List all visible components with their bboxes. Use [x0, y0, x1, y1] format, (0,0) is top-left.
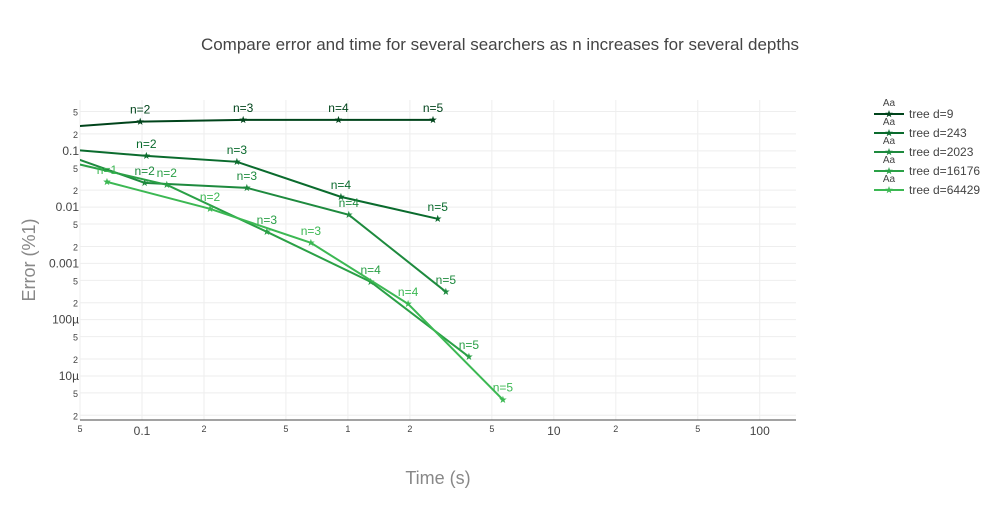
x-tick-label: 2 — [407, 424, 412, 434]
point-label: n=4 — [331, 178, 352, 192]
legend-label: tree d=9 — [909, 107, 954, 121]
legend-glyph: Aa — [883, 136, 896, 147]
legend-marker — [885, 129, 893, 137]
x-tick-label: 10 — [547, 424, 561, 438]
point-label: n=4 — [328, 101, 349, 115]
x-tick-label: 0.1 — [134, 424, 151, 438]
legend-label: tree d=16176 — [909, 164, 980, 178]
y-tick-label: 0.01 — [56, 200, 80, 214]
point-marker — [307, 238, 315, 247]
point-marker — [337, 192, 345, 201]
point-marker — [239, 115, 247, 124]
point-label: n=3 — [301, 224, 322, 238]
point-marker — [465, 352, 473, 361]
x-tick-label: 5 — [489, 424, 494, 434]
y-tick-label: 5 — [73, 164, 78, 174]
point-marker — [499, 395, 507, 403]
point-label: n=2 — [200, 190, 221, 204]
legend-marker — [885, 148, 893, 156]
x-tick-label: 5 — [77, 424, 82, 434]
point-marker — [334, 115, 343, 124]
y-tick-label: 2 — [73, 355, 78, 365]
legend-glyph: Aa — [883, 155, 896, 166]
y-axis-title: Error (%1) — [19, 218, 39, 301]
legend-label: tree d=2023 — [909, 145, 974, 159]
point-label: n=3 — [237, 169, 258, 183]
x-tick-label: 2 — [613, 424, 618, 434]
y-tick-label: 5 — [73, 389, 78, 399]
y-tick-label: 10µ — [59, 369, 79, 383]
point-label: n=4 — [339, 196, 360, 210]
legend-label: tree d=243 — [909, 126, 967, 140]
y-tick-label: 5 — [73, 333, 78, 343]
point-label: n=5 — [459, 338, 480, 352]
y-tick-label: 2 — [73, 411, 78, 421]
y-tick-label: 2 — [73, 299, 78, 309]
series-line — [80, 163, 470, 358]
x-tick-label: 100 — [750, 424, 770, 438]
point-label: n=2 — [157, 166, 178, 180]
point-marker — [263, 227, 271, 236]
legend-marker — [885, 110, 893, 118]
point-marker — [404, 299, 412, 308]
point-label: n=4 — [398, 285, 419, 299]
point-marker — [243, 183, 251, 192]
point-marker — [233, 157, 241, 166]
point-label: n=5 — [428, 200, 449, 214]
y-tick-label: 0.001 — [49, 256, 79, 270]
y-tick-label: 5 — [73, 220, 78, 230]
point-marker — [136, 117, 144, 125]
plot-area: n=2 n=3 n=4 n=5n=2 n=3n=4n=5n=2 n=3n=4n=5n=2n… — [56, 101, 514, 403]
point-label: n=2 — [136, 137, 157, 151]
x-tick-label: 1 — [345, 424, 350, 434]
legend-glyph: Aa — [883, 117, 896, 128]
point-label: n=5 — [423, 101, 444, 115]
x-tick-label: 2 — [201, 424, 206, 434]
point-label: n=3 — [227, 143, 248, 157]
point-marker — [142, 151, 151, 160]
legend-marker — [885, 167, 893, 175]
y-tick-label: 2 — [73, 186, 78, 196]
y-tick-label: 5 — [73, 107, 78, 117]
y-tick-label: 5 — [73, 276, 78, 286]
point-label: n=3 — [233, 101, 254, 115]
y-tick-label: 100µ — [52, 313, 79, 327]
series-line — [80, 118, 434, 128]
x-tick-label: 5 — [695, 424, 700, 434]
chart-title: Compare error and time for several searc… — [201, 35, 799, 54]
legend-glyph: Aa — [883, 174, 896, 185]
point-marker — [206, 204, 214, 213]
legend-label: tree d=64429 — [909, 183, 980, 197]
point-label: n=2 — [134, 164, 155, 178]
legend-glyph: Aa — [883, 98, 896, 109]
y-tick-label: 2 — [73, 130, 78, 140]
x-tick-label: 5 — [283, 424, 288, 434]
point-marker — [442, 287, 450, 296]
point-label: n=2 — [130, 103, 151, 117]
point-label: n=5 — [493, 381, 514, 395]
x-axis-title: Time (s) — [405, 468, 470, 488]
grid — [79, 100, 796, 420]
point-marker — [163, 180, 171, 189]
point-marker — [140, 178, 149, 187]
legend: Aa tree d=9 Aa tree d=243 Aa tree d=2023 Aa tre… — [874, 98, 980, 197]
point-marker — [433, 214, 442, 223]
point-marker — [56, 123, 64, 130]
point-label: n=1 — [97, 163, 118, 177]
y-tick-label: 2 — [73, 242, 78, 252]
point-marker — [344, 210, 353, 219]
y-tick-label: 0.1 — [62, 144, 79, 158]
point-label: n=4 — [360, 263, 381, 277]
point-marker — [103, 177, 111, 186]
point-marker — [429, 115, 437, 124]
point-label: n=5 — [436, 273, 457, 287]
point-label: n=3 — [257, 213, 278, 227]
legend-marker — [885, 186, 893, 194]
